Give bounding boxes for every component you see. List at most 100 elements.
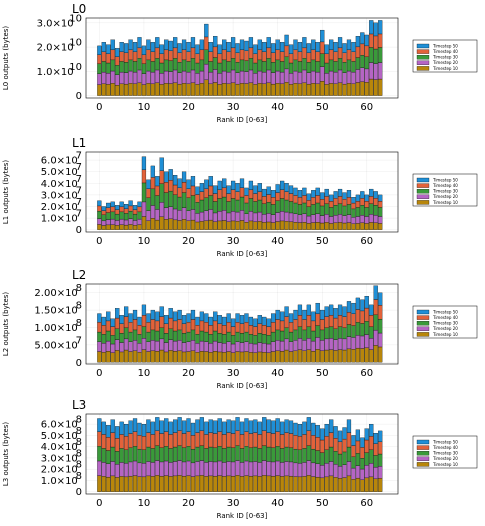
bar-segment-timestep-40 bbox=[369, 33, 374, 48]
x-axis-label: Rank ID [0-63] bbox=[217, 512, 268, 520]
bar-segment-timestep-50 bbox=[128, 420, 133, 434]
bar-segment-timestep-10 bbox=[373, 345, 378, 363]
bar-segment-timestep-30 bbox=[369, 47, 374, 63]
bar-segment-timestep-50 bbox=[306, 193, 311, 201]
bar-segment-timestep-30 bbox=[364, 321, 369, 335]
bar-segment-timestep-10 bbox=[248, 352, 254, 363]
bar-segment-timestep-20 bbox=[244, 341, 249, 352]
bar-segment-timestep-30 bbox=[288, 447, 294, 463]
bar-segment-timestep-30 bbox=[257, 448, 262, 463]
y-tick-exponent: 8 bbox=[76, 471, 82, 482]
chart-title: L1 bbox=[72, 136, 86, 150]
bar-segment-timestep-40 bbox=[293, 49, 298, 61]
bar-segment-timestep-10 bbox=[360, 222, 365, 230]
bar-segment-timestep-30 bbox=[351, 208, 356, 218]
y-tick-exponent: 10 bbox=[69, 62, 82, 73]
bar-segment-timestep-10 bbox=[124, 349, 129, 363]
bar-segment-timestep-30 bbox=[333, 451, 338, 465]
bar-segment-timestep-40 bbox=[208, 51, 213, 62]
legend-label: Timestep 50 bbox=[432, 309, 458, 314]
bar-segment-timestep-10 bbox=[311, 476, 316, 492]
bar-segment-timestep-30 bbox=[329, 446, 334, 462]
bar-segment-timestep-40 bbox=[239, 187, 245, 198]
bar-segment-timestep-30 bbox=[262, 334, 267, 344]
bar-segment-timestep-20 bbox=[119, 71, 124, 84]
bar-segment-timestep-50 bbox=[257, 39, 262, 51]
bar-segment-timestep-10 bbox=[124, 224, 129, 230]
bar-segment-timestep-50 bbox=[315, 302, 320, 314]
bar-segment-timestep-30 bbox=[213, 57, 218, 70]
bar-segment-timestep-10 bbox=[150, 218, 155, 230]
x-tick-label: 40 bbox=[271, 368, 284, 379]
bar-segment-timestep-10 bbox=[280, 83, 285, 96]
bar-segment-timestep-30 bbox=[199, 330, 204, 342]
bar-segment-timestep-30 bbox=[266, 335, 271, 345]
bar-segment-timestep-30 bbox=[302, 448, 307, 463]
bar-segment-timestep-10 bbox=[275, 350, 280, 363]
bar-segment-timestep-10 bbox=[159, 216, 164, 230]
bar-segment-timestep-30 bbox=[342, 327, 347, 340]
bar-segment-timestep-40 bbox=[106, 320, 111, 332]
bar-segment-timestep-50 bbox=[106, 311, 111, 322]
bar-segment-timestep-10 bbox=[226, 221, 231, 230]
bar-segment-timestep-50 bbox=[355, 36, 360, 48]
bar-segment-timestep-20 bbox=[306, 215, 311, 224]
bar-segment-timestep-40 bbox=[253, 53, 258, 64]
bar-segment-timestep-40 bbox=[271, 433, 276, 448]
bar-segment-timestep-30 bbox=[208, 195, 213, 210]
y-tick-exponent: 10 bbox=[69, 13, 82, 24]
bar-segment-timestep-40 bbox=[150, 51, 155, 62]
bar-segment-timestep-10 bbox=[369, 222, 374, 230]
x-tick-label: 0 bbox=[96, 498, 102, 509]
bar-segment-timestep-50 bbox=[244, 313, 249, 323]
bar-segment-timestep-30 bbox=[262, 61, 267, 73]
bar-segment-timestep-50 bbox=[275, 309, 280, 320]
bar-segment-timestep-20 bbox=[124, 219, 129, 226]
bar-segment-timestep-50 bbox=[373, 433, 378, 444]
bar-segment-timestep-30 bbox=[124, 449, 129, 464]
bar-segment-timestep-30 bbox=[195, 62, 200, 74]
bar-segment-timestep-20 bbox=[106, 73, 111, 85]
legend-label: Timestep 50 bbox=[432, 177, 458, 182]
bar-segment-timestep-20 bbox=[155, 460, 160, 476]
bar-segment-timestep-30 bbox=[230, 447, 236, 463]
bar-segment-timestep-50 bbox=[248, 180, 254, 190]
bar-segment-timestep-30 bbox=[137, 334, 142, 344]
bar-segment-timestep-40 bbox=[369, 436, 374, 450]
bar-segment-timestep-10 bbox=[302, 222, 307, 230]
bar-segment-timestep-40 bbox=[297, 315, 303, 327]
bar-segment-timestep-40 bbox=[284, 432, 289, 448]
bar-segment-timestep-30 bbox=[195, 446, 200, 462]
bar-segment-timestep-10 bbox=[97, 224, 102, 230]
bar-segment-timestep-10 bbox=[173, 351, 178, 363]
bar-segment-timestep-20 bbox=[253, 73, 258, 85]
bar-segment-timestep-40 bbox=[190, 47, 196, 59]
bar-segment-timestep-20 bbox=[253, 461, 258, 477]
bar-segment-timestep-40 bbox=[302, 319, 307, 331]
bar-segment-timestep-10 bbox=[320, 81, 325, 96]
bar-segment-timestep-40 bbox=[110, 206, 115, 213]
bar-segment-timestep-40 bbox=[248, 325, 254, 335]
bar-segment-timestep-50 bbox=[333, 42, 338, 52]
bar-segment-timestep-30 bbox=[190, 329, 196, 341]
bar-segment-timestep-50 bbox=[271, 190, 276, 198]
bar-segment-timestep-20 bbox=[257, 211, 262, 222]
bar-segment-timestep-10 bbox=[239, 476, 245, 492]
bar-segment-timestep-50 bbox=[110, 419, 115, 433]
bar-segment-timestep-20 bbox=[106, 219, 111, 226]
bar-segment-timestep-40 bbox=[369, 196, 374, 204]
bar-segment-timestep-20 bbox=[302, 340, 307, 351]
bar-segment-timestep-50 bbox=[346, 190, 352, 198]
bar-segment-timestep-20 bbox=[199, 70, 204, 84]
legend-swatch bbox=[416, 445, 430, 450]
bar-segment-timestep-10 bbox=[222, 220, 227, 230]
legend-label: Timestep 10 bbox=[432, 200, 458, 205]
bar-segment-timestep-10 bbox=[257, 351, 262, 363]
x-tick-label: 40 bbox=[271, 498, 284, 509]
bar-segment-timestep-50 bbox=[284, 183, 289, 192]
bar-segment-timestep-10 bbox=[195, 475, 200, 492]
bar-segment-timestep-40 bbox=[306, 315, 311, 327]
legend-swatch bbox=[416, 315, 430, 320]
bar-segment-timestep-30 bbox=[226, 331, 231, 342]
bar-segment-timestep-20 bbox=[155, 69, 160, 83]
